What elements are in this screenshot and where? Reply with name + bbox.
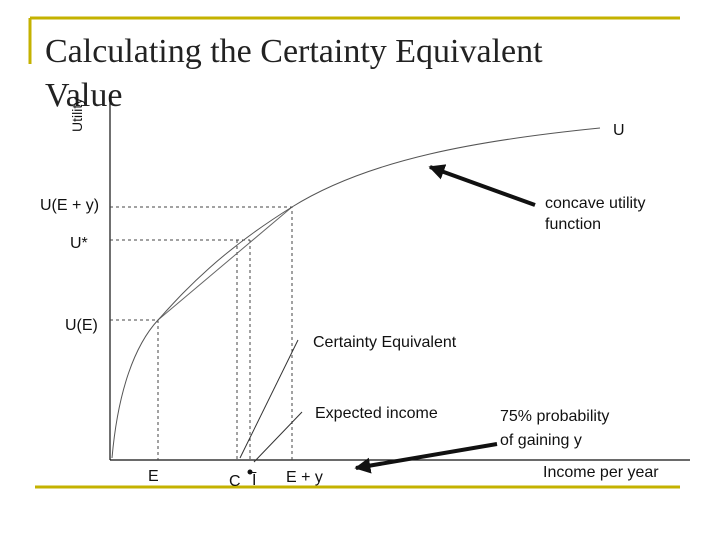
annotation: Expected income (315, 405, 438, 422)
annotation: Certainty Equivalent (313, 334, 457, 351)
annotation: of gaining y (500, 432, 582, 449)
title-line: Calculating the Certainty Equivalent (45, 33, 543, 70)
y-label: U(E + y) (40, 197, 99, 214)
arrow (354, 442, 498, 474)
guides (110, 206, 293, 460)
x-label: E + y (286, 469, 323, 486)
x-label: E (148, 468, 159, 485)
dot (247, 469, 253, 475)
annotation: function (545, 216, 601, 233)
arrow (428, 164, 536, 207)
y-label: U(E) (65, 317, 98, 334)
y-axis-label: Utility (69, 98, 85, 132)
curve-label: U (613, 122, 625, 139)
annotation: concave utility (545, 195, 646, 212)
pointer (239, 339, 299, 459)
x-label: Ī (252, 471, 257, 489)
utility-curve (111, 127, 601, 459)
x-axis-label: Income per year (543, 464, 659, 481)
y-label: U* (70, 235, 88, 252)
x-label: C (229, 473, 241, 490)
slide-frame (28, 16, 680, 489)
chord (157, 206, 293, 321)
annotation: 75% probability (500, 408, 609, 425)
pointer (253, 411, 303, 463)
